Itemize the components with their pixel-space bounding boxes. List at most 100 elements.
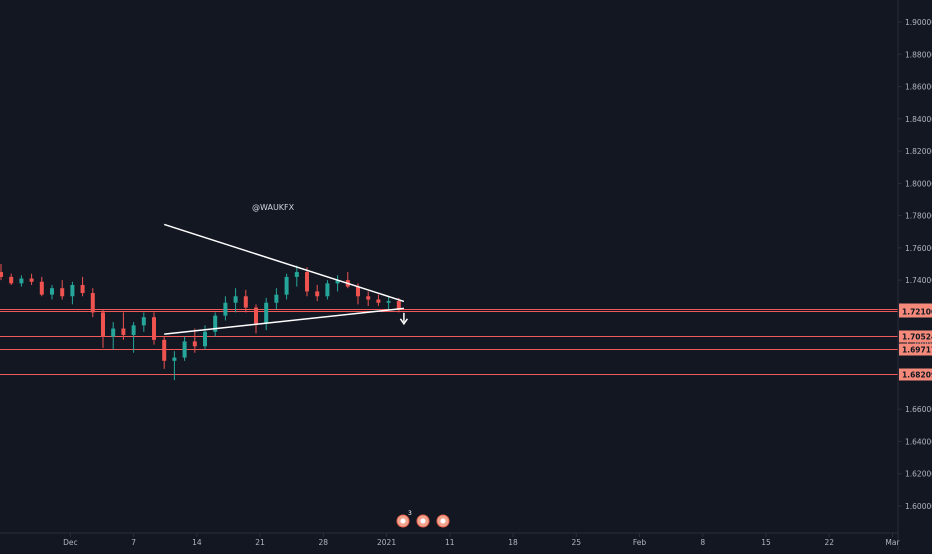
- y-tick-label: 1.88000: [905, 50, 932, 59]
- candle-body: [141, 317, 146, 326]
- flag-icon-2[interactable]: [416, 514, 430, 528]
- flag-icon-3[interactable]: [436, 514, 450, 528]
- candle-body: [60, 288, 65, 297]
- candle: [90, 288, 95, 318]
- candle-body: [90, 293, 95, 313]
- candle: [131, 322, 136, 353]
- candle: [335, 275, 340, 292]
- candle-body: [396, 301, 401, 310]
- x-tick-label: 11: [445, 538, 455, 547]
- icon-badge: 3: [408, 510, 412, 517]
- price-level-value: 1.69717: [902, 346, 932, 355]
- candle: [182, 336, 187, 361]
- candle-body: [376, 299, 381, 303]
- price-level-label: 1.70524: [899, 330, 932, 343]
- x-tick-label: Mar: [885, 538, 900, 547]
- x-tick-label: 2021: [377, 538, 396, 547]
- candle: [366, 291, 371, 306]
- candle-body: [9, 276, 14, 284]
- candle-body: [80, 284, 85, 294]
- candle-body: [284, 276, 289, 295]
- candle: [50, 284, 54, 300]
- y-tick-label: 1.76000: [905, 244, 932, 253]
- price-level-value: 1.70524: [902, 333, 932, 342]
- candle-body: [131, 325, 136, 335]
- lower-trendline[interactable]: [164, 307, 404, 335]
- candle-body: [203, 331, 207, 347]
- candle: [294, 265, 299, 287]
- candle: [386, 296, 391, 310]
- price-level-label: 1.69717: [899, 343, 932, 356]
- candle: [274, 288, 279, 310]
- candle-body: [366, 296, 371, 300]
- candle: [70, 281, 75, 305]
- candle: [254, 304, 258, 334]
- x-tick-label: 28: [319, 538, 329, 547]
- candle: [315, 284, 320, 302]
- candle-body: [70, 284, 75, 297]
- price-level-value: 1.68209: [902, 371, 932, 380]
- price-level-label: 1.68209: [899, 368, 932, 381]
- candle: [264, 297, 269, 331]
- y-tick-label: 1.62000: [905, 470, 932, 479]
- x-tick-label: 22: [824, 538, 834, 547]
- candle-body: [264, 302, 269, 324]
- candle-body: [335, 280, 340, 284]
- y-tick-label: 1.82000: [905, 147, 932, 156]
- candle: [0, 264, 3, 281]
- candle: [39, 276, 44, 297]
- y-tick-label: 1.66000: [905, 405, 932, 414]
- y-tick-label: 1.78000: [905, 212, 932, 221]
- candle-body: [294, 272, 299, 277]
- candle: [60, 280, 65, 300]
- candle-body: [19, 278, 24, 284]
- candle: [152, 312, 156, 345]
- candle: [305, 267, 309, 297]
- candle: [19, 275, 24, 287]
- x-tick-label: 14: [192, 538, 202, 547]
- candle-body: [0, 272, 3, 277]
- candle: [9, 273, 14, 285]
- y-tick-label: 1.84000: [905, 115, 932, 124]
- x-tick-label: Feb: [633, 538, 647, 547]
- candle-body: [233, 296, 238, 303]
- x-tick-label: 8: [700, 538, 705, 547]
- watermark-label: @WAUKFX: [252, 203, 295, 212]
- candle: [243, 289, 248, 313]
- price-level-value: 1.72100: [902, 308, 932, 317]
- candle-body: [325, 283, 330, 297]
- arrow-down-icon[interactable]: [399, 312, 409, 326]
- y-tick-label: 1.80000: [905, 179, 932, 188]
- x-tick-label: 18: [508, 538, 518, 547]
- candle: [325, 280, 330, 300]
- flag-icon-1[interactable]: 3: [396, 510, 412, 528]
- candle-body: [223, 302, 228, 316]
- candle-body: [305, 272, 309, 292]
- candle: [162, 336, 167, 369]
- y-tick-label: 1.90000: [905, 18, 932, 27]
- candle-body: [39, 281, 44, 295]
- candle-body: [213, 315, 218, 332]
- candle-body: [121, 328, 126, 335]
- x-tick-label: 7: [131, 538, 136, 547]
- candle-body: [101, 312, 105, 337]
- y-tick-label: 1.64000: [905, 437, 932, 446]
- y-tick-label: 1.74000: [905, 276, 932, 285]
- candle: [101, 309, 105, 348]
- candle-body: [386, 301, 391, 303]
- x-tick-label: 21: [255, 538, 265, 547]
- candle: [172, 351, 177, 381]
- upper-trendline[interactable]: [163, 223, 405, 303]
- candle: [284, 273, 289, 300]
- candle-body: [192, 341, 197, 347]
- x-tick-label: 25: [572, 538, 582, 547]
- candle-body: [152, 317, 156, 340]
- candle-body: [243, 296, 248, 308]
- candle: [80, 276, 85, 297]
- candle-body: [315, 291, 320, 297]
- candle-body: [182, 341, 187, 358]
- candle-body: [50, 288, 54, 295]
- candle: [376, 294, 381, 306]
